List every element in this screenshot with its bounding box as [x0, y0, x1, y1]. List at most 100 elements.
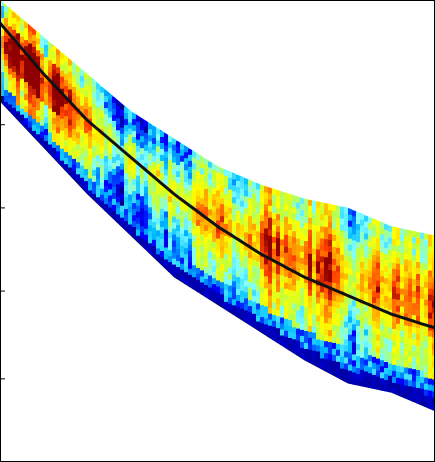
heatmap-cell	[24, 70, 29, 77]
heatmap-cell	[96, 167, 101, 174]
heatmap-cell	[284, 312, 289, 320]
heatmap-cell	[232, 179, 237, 186]
heatmap-cell	[36, 38, 41, 45]
heatmap-cell	[288, 212, 293, 219]
heatmap-cell	[248, 276, 253, 283]
heatmap-cell	[76, 138, 81, 145]
heatmap-cell	[132, 137, 137, 144]
heatmap-cell	[432, 295, 435, 302]
heatmap-cell	[108, 165, 113, 173]
heatmap-cell	[352, 216, 357, 223]
heatmap-cell	[324, 209, 329, 216]
heatmap-cell	[384, 332, 389, 339]
heatmap-cell	[412, 333, 417, 340]
heatmap-cell	[196, 171, 201, 179]
heatmap-cell	[136, 217, 141, 225]
heatmap-cell	[104, 198, 109, 205]
heatmap-cell	[100, 116, 105, 124]
heatmap-cell	[364, 293, 369, 301]
heatmap-cell	[156, 182, 161, 189]
heatmap-cell	[404, 271, 409, 279]
heatmap-cell	[348, 316, 353, 324]
heatmap-cell	[284, 228, 289, 236]
heatmap-cell	[320, 226, 325, 233]
heatmap-cell	[220, 270, 225, 277]
heatmap-cell	[184, 152, 189, 159]
heatmap-cell	[244, 310, 249, 317]
heatmap-cell	[404, 343, 409, 351]
heatmap-cell	[420, 256, 425, 264]
heatmap-cell	[432, 313, 435, 320]
heatmap-cell	[236, 277, 241, 284]
heatmap-cell	[140, 130, 145, 137]
heatmap-cell	[64, 128, 69, 135]
heatmap-cell	[348, 376, 353, 384]
heatmap-cell	[228, 291, 233, 299]
heatmap-cell	[52, 129, 57, 137]
heatmap-cell	[60, 94, 65, 102]
heatmap-cell	[340, 356, 345, 364]
heatmap-cell	[52, 141, 57, 149]
heatmap-cell	[412, 279, 417, 286]
heatmap-cell	[384, 386, 389, 393]
heatmap-cell	[4, 42, 9, 49]
heatmap-cell	[412, 255, 417, 262]
heatmap-cell	[368, 379, 373, 386]
heatmap-cell	[44, 147, 49, 154]
heatmap-cell	[380, 276, 385, 283]
heatmap-cell	[264, 324, 269, 331]
heatmap-cell	[220, 180, 225, 187]
heatmap-cell	[288, 332, 293, 339]
heatmap-cell	[56, 49, 61, 56]
heatmap-cell	[232, 257, 237, 264]
heatmap-cell	[392, 364, 397, 372]
heatmap-cell	[260, 245, 265, 252]
heatmap-cell	[148, 183, 153, 190]
heatmap-cell	[304, 355, 309, 362]
heatmap-cell	[380, 222, 385, 229]
heatmap-cell	[260, 311, 265, 318]
heatmap-cell	[364, 359, 369, 367]
heatmap-cell	[336, 253, 341, 261]
heatmap-cell	[0, 66, 5, 73]
heatmap-cell	[340, 224, 345, 232]
heatmap-cell	[100, 140, 105, 148]
heatmap-cell	[132, 173, 137, 180]
heatmap-cell	[348, 208, 353, 216]
heatmap-cell	[224, 289, 229, 297]
heatmap-cell	[332, 300, 337, 308]
heatmap-cell	[412, 351, 417, 358]
heatmap-cell	[256, 321, 261, 329]
heatmap-cell	[280, 233, 285, 241]
heatmap-cell	[364, 233, 369, 241]
heatmap-cell	[372, 350, 377, 358]
heatmap-cell	[416, 310, 421, 317]
heatmap-cell	[428, 372, 433, 380]
heatmap-cell	[136, 181, 141, 189]
heatmap-cell	[92, 187, 97, 195]
heatmap-cell	[308, 349, 313, 357]
heatmap-cell	[272, 230, 277, 238]
heatmap-cell	[16, 111, 21, 118]
heatmap-cell	[396, 287, 401, 295]
heatmap-cell	[20, 18, 25, 26]
heatmap-cell	[164, 157, 169, 165]
heatmap-cell	[360, 213, 365, 221]
heatmap-cell	[392, 274, 397, 282]
heatmap-cell	[136, 145, 141, 153]
heatmap-cell	[220, 198, 225, 205]
heatmap-cell	[288, 206, 293, 213]
heatmap-cell	[164, 217, 169, 225]
heatmap-cell	[120, 157, 125, 165]
heatmap-cell	[84, 97, 89, 104]
heatmap-cell	[332, 240, 337, 248]
heatmap-cell	[100, 170, 105, 178]
heatmap-cell	[168, 244, 173, 251]
heatmap-cell	[288, 200, 293, 207]
heatmap-cell	[392, 334, 397, 342]
heatmap-cell	[372, 374, 377, 382]
heatmap-cell	[332, 336, 337, 344]
heatmap-cell	[224, 265, 229, 273]
heatmap-cell	[376, 238, 381, 246]
heatmap-cell	[348, 226, 353, 234]
